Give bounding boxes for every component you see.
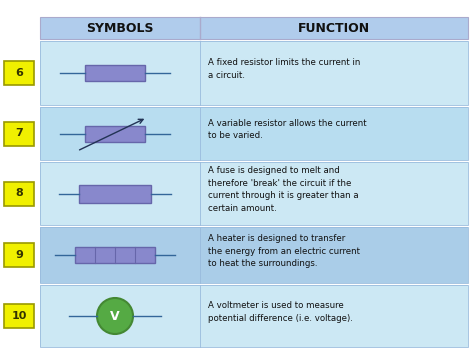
Text: A voltmeter is used to measure
potential difference (i.e. voltage).: A voltmeter is used to measure potential… — [208, 301, 353, 323]
Text: FUNCTION: FUNCTION — [298, 22, 370, 34]
Text: A heater is designed to transfer
the energy from an electric current
to heat the: A heater is designed to transfer the ene… — [208, 234, 360, 268]
Bar — [200, 227, 468, 283]
Text: 9: 9 — [15, 250, 23, 260]
Text: 7: 7 — [15, 129, 23, 138]
Bar — [40, 285, 468, 347]
Bar — [85, 126, 145, 142]
FancyBboxPatch shape — [4, 121, 34, 146]
FancyBboxPatch shape — [4, 304, 34, 328]
Bar — [40, 107, 468, 160]
Bar — [40, 162, 200, 225]
Bar — [85, 65, 145, 81]
Circle shape — [97, 298, 133, 334]
Text: 6: 6 — [15, 68, 23, 78]
Bar — [75, 247, 155, 263]
Bar — [40, 41, 200, 105]
FancyBboxPatch shape — [4, 181, 34, 206]
Bar — [40, 227, 200, 283]
Text: A fuse is designed to melt and
therefore 'break' the circuit if the
current thro: A fuse is designed to melt and therefore… — [208, 166, 359, 213]
Text: V: V — [110, 310, 120, 322]
Bar — [40, 285, 200, 347]
Bar — [200, 41, 468, 105]
Bar — [79, 185, 151, 202]
Text: 10: 10 — [11, 311, 27, 321]
Bar — [40, 227, 468, 283]
Text: A variable resistor allows the current
to be varied.: A variable resistor allows the current t… — [208, 119, 366, 140]
Text: A fixed resistor limits the current in
a circuit.: A fixed resistor limits the current in a… — [208, 58, 360, 80]
Bar — [200, 285, 468, 347]
Text: 8: 8 — [15, 189, 23, 198]
Bar — [40, 17, 468, 39]
Bar — [40, 107, 200, 160]
FancyBboxPatch shape — [4, 243, 34, 267]
FancyBboxPatch shape — [4, 61, 34, 85]
Bar — [200, 107, 468, 160]
Bar — [200, 162, 468, 225]
Bar — [40, 162, 468, 225]
Bar — [40, 41, 468, 105]
Text: SYMBOLS: SYMBOLS — [86, 22, 154, 34]
